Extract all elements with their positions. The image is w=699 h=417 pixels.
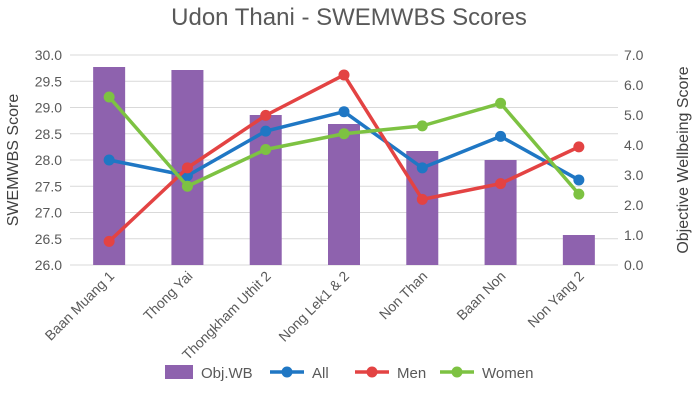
data-point bbox=[260, 144, 272, 155]
data-point bbox=[260, 125, 272, 137]
category-label: Non Yang 2 bbox=[524, 268, 587, 331]
y2-tick-label: 6.0 bbox=[624, 77, 644, 93]
y-tick-label: 27.5 bbox=[35, 178, 62, 194]
bar bbox=[484, 160, 517, 265]
y2-tick-label: 5.0 bbox=[624, 107, 644, 123]
line-series bbox=[103, 69, 585, 247]
category-label: Thong Yai bbox=[140, 268, 196, 324]
data-point bbox=[416, 162, 428, 174]
legend-label: Women bbox=[482, 365, 533, 382]
primary-axis-title: SWEMWBS Score bbox=[5, 94, 22, 227]
data-point bbox=[338, 69, 350, 81]
data-point bbox=[103, 154, 115, 166]
y2-tick-label: 2.0 bbox=[624, 197, 644, 213]
secondary-axis-title: Objective Wellbeing Score bbox=[675, 66, 692, 253]
data-point bbox=[181, 170, 193, 182]
chart-title: Udon Thani - SWEMWBS Scores bbox=[171, 4, 527, 31]
data-point bbox=[103, 235, 115, 247]
legend-label: All bbox=[312, 365, 329, 382]
category-label: Non Than bbox=[376, 268, 431, 323]
data-point bbox=[573, 141, 585, 153]
y-tick-label: 29.0 bbox=[35, 100, 62, 116]
y-tick-label: 27.0 bbox=[35, 205, 62, 221]
legend-marker bbox=[366, 366, 378, 378]
y-tick-label: 28.5 bbox=[35, 126, 62, 142]
category-label: Nong Lek1 & 2 bbox=[275, 268, 352, 345]
bar bbox=[562, 235, 595, 265]
data-point bbox=[338, 128, 350, 140]
category-label: Thongkham Uthit 2 bbox=[179, 268, 274, 363]
legend-marker bbox=[281, 366, 293, 378]
data-point bbox=[416, 193, 428, 205]
y2-tick-label: 4.0 bbox=[624, 137, 644, 153]
legend-label: Obj.WB bbox=[201, 365, 253, 382]
bar bbox=[249, 115, 282, 265]
legend-swatch bbox=[165, 365, 193, 379]
category-label: Baan Non bbox=[453, 268, 508, 323]
data-point bbox=[181, 162, 193, 174]
data-point bbox=[103, 91, 115, 103]
legend-label: Men bbox=[397, 365, 426, 382]
bar bbox=[328, 124, 360, 265]
data-point bbox=[495, 178, 507, 190]
y-tick-label: 28.0 bbox=[35, 152, 62, 168]
y2-tick-label: 3.0 bbox=[624, 167, 644, 183]
y2-tick-label: 1.0 bbox=[624, 227, 644, 243]
legend-marker bbox=[451, 366, 463, 378]
y-tick-label: 26.5 bbox=[35, 231, 62, 247]
data-point bbox=[495, 97, 507, 109]
data-point bbox=[573, 188, 585, 200]
category-label: Baan Muang 1 bbox=[42, 268, 118, 344]
secondary-axis-ticks: 0.0 1.0 2.0 3.0 4.0 5.0 6.0 7.0 bbox=[624, 47, 644, 273]
legend: Obj.WB All Men Women bbox=[165, 365, 533, 382]
y-tick-label: 30.0 bbox=[35, 47, 62, 63]
y2-tick-label: 0.0 bbox=[624, 257, 644, 273]
data-point bbox=[573, 174, 585, 186]
data-point bbox=[338, 106, 350, 118]
data-point bbox=[181, 180, 193, 192]
data-point bbox=[260, 109, 272, 121]
primary-axis-ticks: 26.0 26.5 27.0 27.5 28.0 28.5 29.0 29.5 30.0 bbox=[35, 47, 62, 273]
y2-tick-label: 7.0 bbox=[624, 47, 644, 63]
data-point bbox=[495, 130, 507, 142]
y-tick-label: 26.0 bbox=[35, 257, 62, 273]
data-point bbox=[416, 120, 428, 132]
y-tick-label: 29.5 bbox=[35, 73, 62, 89]
